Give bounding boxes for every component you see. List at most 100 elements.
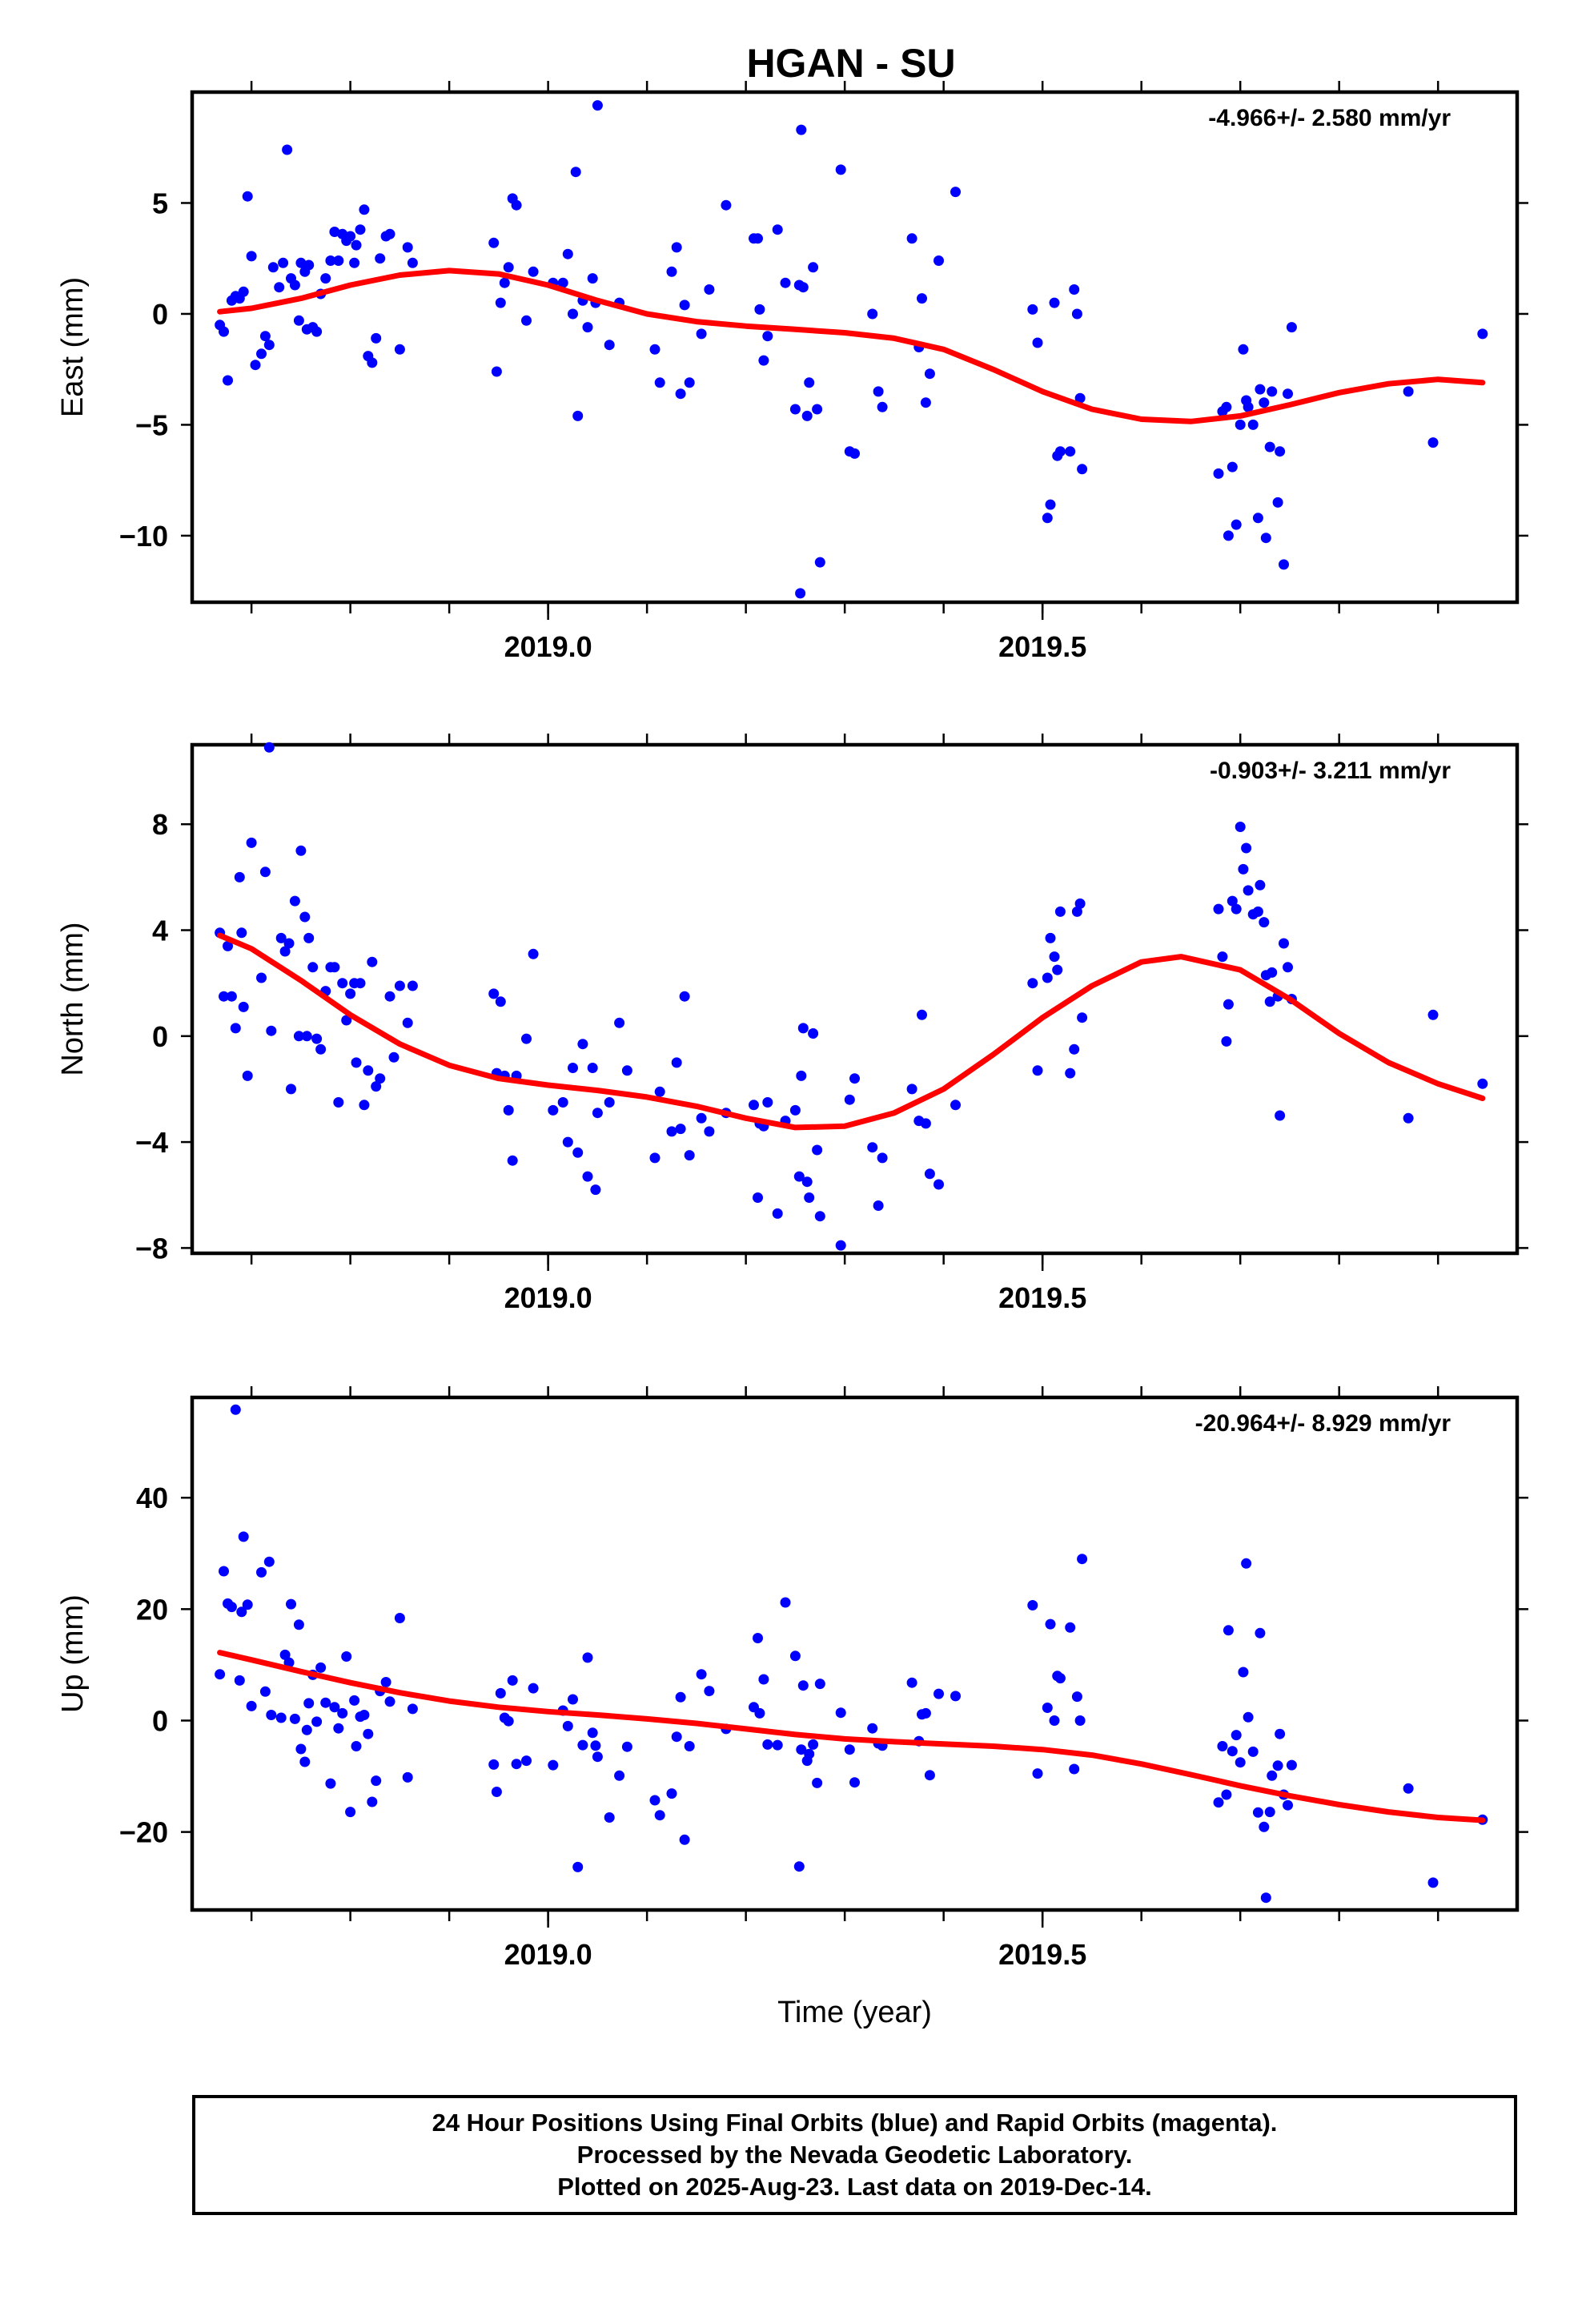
north-data-point xyxy=(1052,964,1063,975)
north-trend-line xyxy=(217,932,1486,1131)
north-data-point xyxy=(1403,1112,1414,1124)
north-y-tick-label: −8 xyxy=(135,1232,168,1265)
up-data-point xyxy=(789,1651,801,1662)
east-data-point xyxy=(407,257,418,268)
north-data-point xyxy=(388,1051,400,1063)
east-data-point xyxy=(801,410,813,421)
east-data-point xyxy=(1403,386,1414,397)
up-data-point xyxy=(1286,1759,1297,1771)
north-data-point xyxy=(796,1070,807,1081)
up-y-tick-label: 0 xyxy=(152,1704,168,1737)
up-data-point xyxy=(671,1731,682,1743)
east-data-point xyxy=(238,286,249,297)
north-data-point xyxy=(402,1017,413,1028)
up-data-point xyxy=(279,1649,291,1660)
north-data-point xyxy=(238,1001,249,1012)
east-data-point xyxy=(528,266,539,277)
north-data-point xyxy=(488,988,500,999)
north-data-point xyxy=(812,1144,823,1156)
east-data-point xyxy=(1049,297,1060,308)
up-data-point xyxy=(654,1810,665,1821)
east-data-point xyxy=(267,262,279,273)
north-data-point xyxy=(867,1142,878,1153)
up-data-point xyxy=(577,1739,588,1751)
east-data-point xyxy=(568,308,578,320)
up-data-point xyxy=(590,1740,601,1751)
up-data-point xyxy=(1042,1703,1053,1713)
east-trend-line xyxy=(217,267,1486,424)
up-data-point xyxy=(367,1796,378,1807)
east-data-point xyxy=(223,375,233,386)
north-data-point xyxy=(1238,863,1249,875)
east-data-point xyxy=(604,340,615,351)
up-data-point xyxy=(266,1710,277,1720)
east-data-point xyxy=(917,293,927,304)
up-data-point xyxy=(906,1677,917,1688)
east-data-point xyxy=(780,277,791,288)
north-data-point xyxy=(1275,1110,1286,1121)
up-data-point xyxy=(1235,1757,1246,1768)
up-data-point xyxy=(924,1770,935,1781)
north-data-point xyxy=(495,996,506,1007)
up-data-point xyxy=(384,1696,396,1707)
north-points xyxy=(215,742,1488,1251)
north-data-point xyxy=(1065,1068,1076,1079)
north-data-point xyxy=(1259,917,1270,928)
north-data-point xyxy=(801,1176,813,1188)
north-data-point xyxy=(242,1070,253,1081)
north-data-point xyxy=(236,927,247,939)
north-data-point xyxy=(394,980,405,991)
up-data-point xyxy=(380,1677,391,1687)
up-data-point xyxy=(1221,1789,1232,1800)
east-data-point xyxy=(488,237,500,248)
up-data-point xyxy=(359,1710,370,1720)
north-data-point xyxy=(568,1063,578,1073)
east-y-tick-label: −10 xyxy=(119,520,168,553)
up-data-point xyxy=(1054,1673,1066,1684)
east-data-point xyxy=(1272,497,1283,508)
up-data-point xyxy=(1267,1770,1278,1781)
up-data-point xyxy=(303,1698,315,1709)
up-data-point xyxy=(238,1531,249,1542)
north-data-point xyxy=(548,1104,559,1116)
north-x-tick-label: 2019.0 xyxy=(504,1281,592,1314)
north-data-point xyxy=(704,1126,715,1137)
east-y-tick-label: 0 xyxy=(152,298,168,331)
up-data-point xyxy=(333,1723,344,1734)
up-data-point xyxy=(236,1606,247,1618)
up-data-point xyxy=(289,1713,300,1724)
north-data-point xyxy=(1054,906,1066,917)
up-data-point xyxy=(804,1748,815,1759)
north-data-point xyxy=(1071,906,1082,917)
north-data-point xyxy=(345,988,356,999)
east-data-point xyxy=(570,167,581,178)
east-data-point xyxy=(1279,559,1289,570)
up-data-point xyxy=(1027,1600,1038,1610)
up-data-point xyxy=(295,1743,307,1755)
east-data-point xyxy=(797,282,809,293)
east-data-point xyxy=(877,401,888,412)
east-data-point xyxy=(242,191,253,202)
up-data-point xyxy=(797,1680,809,1691)
up-data-point xyxy=(1045,1618,1056,1630)
up-data-point xyxy=(679,1834,690,1845)
up-data-point xyxy=(528,1683,539,1694)
north-data-point xyxy=(263,742,275,753)
east-data-point xyxy=(562,248,573,259)
up-data-point xyxy=(604,1812,615,1823)
up-data-point xyxy=(1275,1728,1286,1739)
north-data-point xyxy=(507,1155,518,1166)
east-data-point xyxy=(666,266,677,277)
east-data-point xyxy=(758,355,769,366)
east-data-point xyxy=(384,228,396,239)
north-data-point xyxy=(873,1200,884,1211)
north-data-point xyxy=(295,845,307,856)
east-data-point xyxy=(1283,388,1293,400)
up-data-point xyxy=(562,1720,573,1731)
north-data-point xyxy=(696,1112,707,1124)
north-data-point xyxy=(1241,842,1252,854)
up-data-point xyxy=(920,1707,931,1719)
east-panel: 2019.0 2019.5 −10 −5 0 5 East (mm) -4.966+/- 2.… xyxy=(56,81,1528,663)
north-data-point xyxy=(1074,898,1086,909)
north-data-point xyxy=(844,1094,855,1105)
